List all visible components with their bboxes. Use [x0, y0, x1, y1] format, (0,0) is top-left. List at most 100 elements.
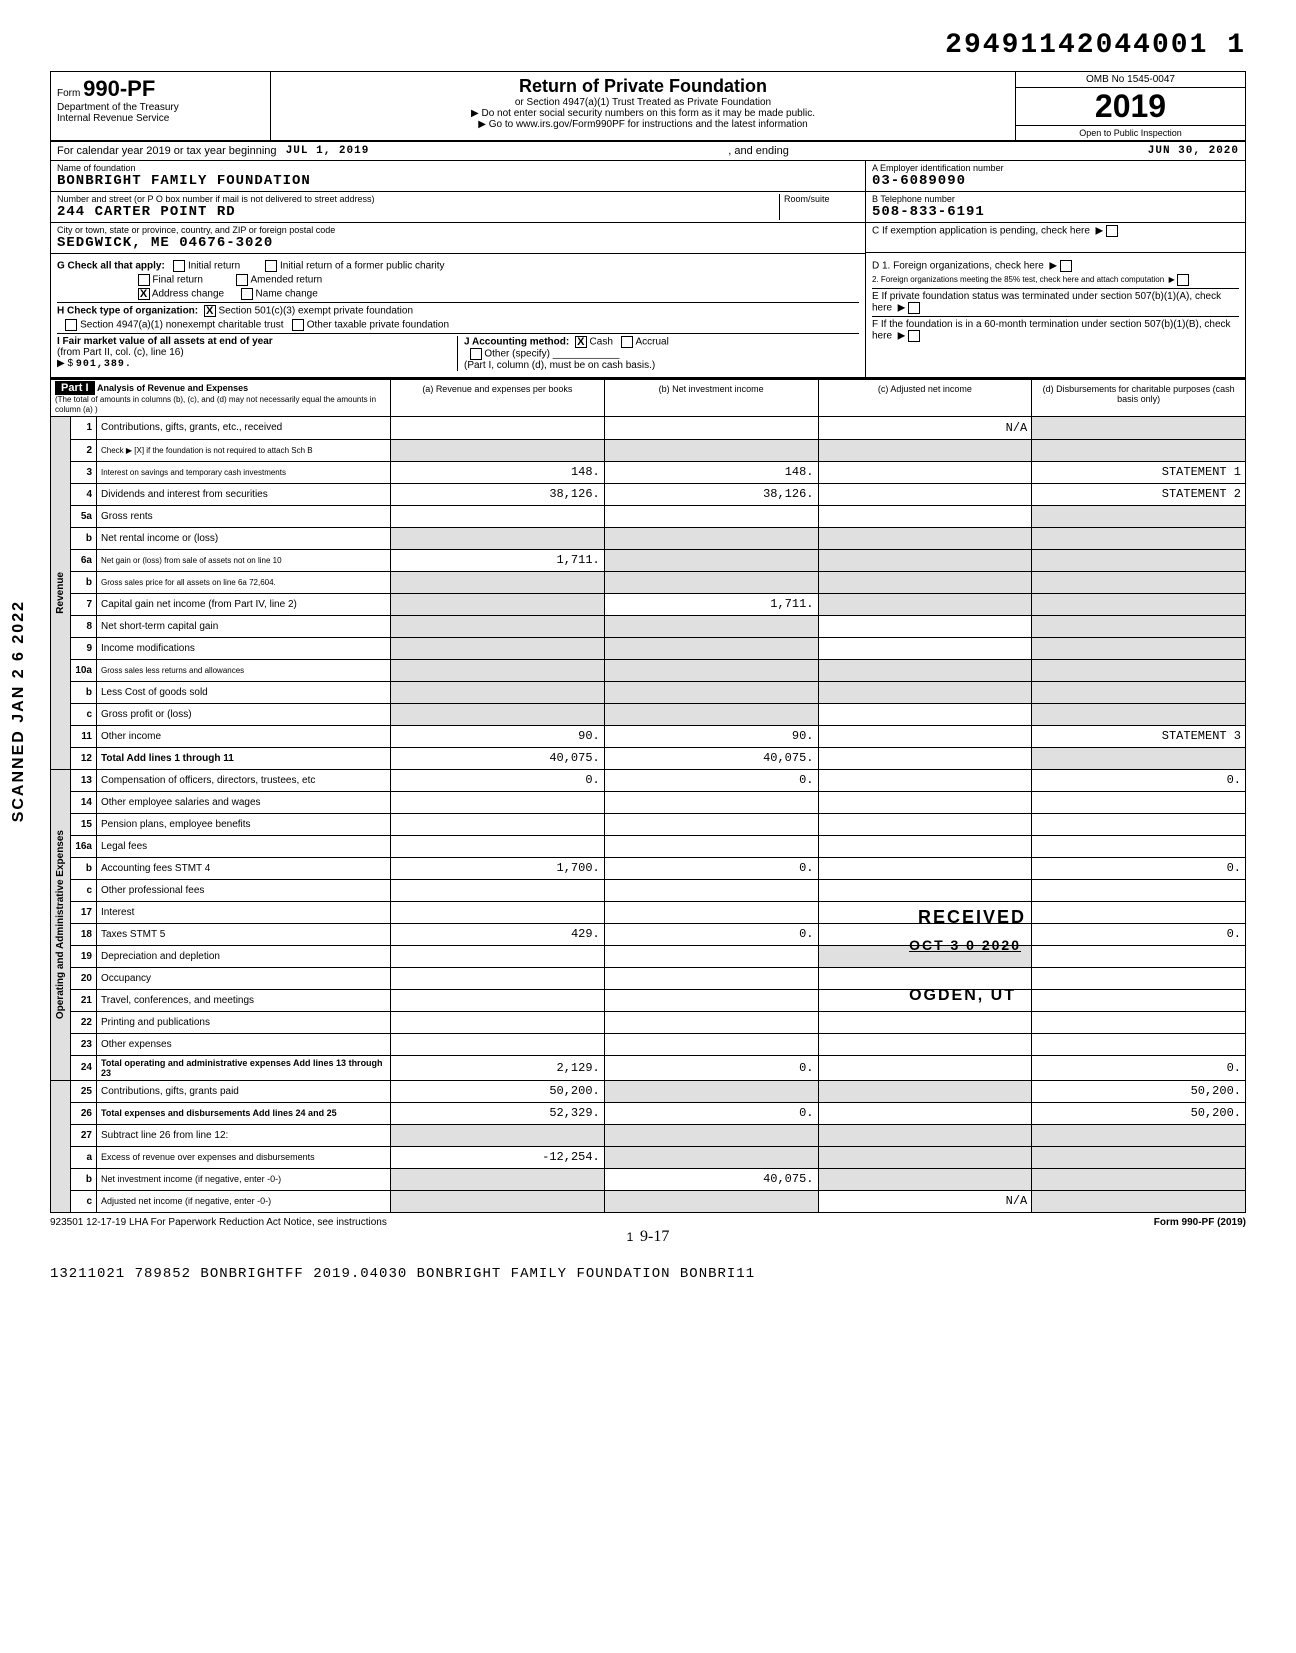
r6b-desc: Gross sales price for all assets on line…	[97, 571, 391, 593]
r11-num: 11	[71, 725, 97, 747]
r27c-desc: Adjusted net income (if negative, enter …	[97, 1190, 391, 1212]
col-c-header: (c) Adjusted net income	[819, 380, 1033, 416]
r2-num: 2	[71, 439, 97, 461]
h-opt2: Section 4947(a)(1) nonexempt charitable …	[80, 320, 283, 331]
r23-num: 23	[71, 1033, 97, 1055]
name-label: Name of foundation	[57, 163, 859, 173]
document-id-top: 29491142044001 1	[50, 30, 1246, 61]
g-initial: Initial return	[188, 261, 240, 272]
part1-title: Analysis of Revenue and Expenses	[97, 383, 248, 393]
e-checkbox[interactable]	[908, 302, 920, 314]
r27c-c: N/A	[818, 1190, 1032, 1212]
r24-num: 24	[71, 1055, 97, 1080]
r1-desc: Contributions, gifts, grants, etc., rece…	[97, 417, 391, 439]
checkboxes-section: G Check all that apply: Initial return I…	[50, 254, 1246, 378]
r15-desc: Pension plans, employee benefits	[97, 813, 391, 835]
c-label: C If exemption application is pending, c…	[872, 226, 1090, 237]
r27b-desc: Net investment income (if negative, ente…	[97, 1168, 391, 1190]
j-cash-checkbox[interactable]: X	[575, 336, 587, 348]
g-initial-checkbox[interactable]	[173, 260, 185, 272]
j-other-checkbox[interactable]	[470, 348, 482, 360]
j-accrual-checkbox[interactable]	[621, 336, 633, 348]
r24-b: 0.	[604, 1055, 818, 1080]
j-other: Other (specify)	[484, 349, 550, 360]
g-initial-former-checkbox[interactable]	[265, 260, 277, 272]
g-label: G Check all that apply:	[57, 261, 165, 272]
r27a-a: -12,254.	[391, 1146, 605, 1168]
cal-mid: , and ending	[369, 145, 1147, 157]
r24-d: 0.	[1032, 1055, 1246, 1080]
footer-doc-id: 13211021 789852 BONBRIGHTFF 2019.04030 B…	[50, 1266, 1246, 1282]
r9-desc: Income modifications	[97, 637, 391, 659]
r18-desc: Taxes STMT 5	[97, 923, 391, 945]
g-addr-change-checkbox[interactable]: X	[138, 288, 150, 300]
g-name-change-checkbox[interactable]	[241, 288, 253, 300]
e-label: E If private foundation status was termi…	[872, 291, 1221, 314]
row-27: 27Subtract line 26 from line 12:	[51, 1124, 1246, 1146]
form-title-box: Return of Private Foundation or Section …	[271, 72, 1015, 140]
part1-header: Part I Analysis of Revenue and Expenses …	[50, 378, 1246, 417]
r18-a: 429.	[391, 923, 605, 945]
h-other-checkbox[interactable]	[292, 319, 304, 331]
r21-num: 21	[71, 989, 97, 1011]
g-final-checkbox[interactable]	[138, 274, 150, 286]
footer-right: Form 990-PF (2019)	[1154, 1217, 1246, 1228]
r16a-num: 16a	[71, 835, 97, 857]
row-5b: bNet rental income or (loss)	[51, 527, 1246, 549]
r21-desc: Travel, conferences, and meetings	[97, 989, 391, 1011]
row-8: 8Net short-term capital gain	[51, 615, 1246, 637]
r12-num: 12	[71, 747, 97, 769]
r14-desc: Other employee salaries and wages	[97, 791, 391, 813]
r1-num: 1	[71, 417, 97, 439]
row-5a: 5aGross rents	[51, 505, 1246, 527]
r24-a: 2,129.	[391, 1055, 605, 1080]
row-21: 21Travel, conferences, and meetings	[51, 989, 1246, 1011]
page-number: 1	[627, 1230, 634, 1244]
form-irs: Internal Revenue Service	[57, 113, 169, 124]
r27a-num: a	[71, 1146, 97, 1168]
open-inspection: Open to Public Inspection	[1016, 125, 1245, 140]
r3-desc: Interest on savings and temporary cash i…	[97, 461, 391, 483]
exemption-pending-cell: C If exemption application is pending, c…	[866, 223, 1245, 253]
addr-label: Number and street (or P O box number if …	[57, 194, 779, 204]
r9-num: 9	[71, 637, 97, 659]
r25-desc: Contributions, gifts, grants paid	[97, 1080, 391, 1102]
c-checkbox[interactable]	[1106, 225, 1118, 237]
form-title: Return of Private Foundation	[277, 76, 1009, 97]
r17-desc: Interest	[97, 901, 391, 923]
ein-cell: A Employer identification number 03-6089…	[866, 161, 1245, 192]
r8-num: 8	[71, 615, 97, 637]
h-label: H Check type of organization:	[57, 306, 198, 317]
r13-d: 0.	[1032, 769, 1246, 791]
r27-desc: Subtract line 26 from line 12:	[97, 1124, 391, 1146]
r16b-a: 1,700.	[391, 857, 605, 879]
part1-table: Revenue 1Contributions, gifts, grants, et…	[50, 417, 1246, 1213]
r27b-num: b	[71, 1168, 97, 1190]
city-state-zip: SEDGWICK, ME 04676-3020	[57, 235, 859, 251]
f-checkbox[interactable]	[908, 330, 920, 342]
r22-desc: Printing and publications	[97, 1011, 391, 1033]
received-stamp: RECEIVED	[918, 907, 1026, 928]
h-501c3-checkbox[interactable]: X	[204, 305, 216, 317]
j-label: J Accounting method:	[464, 337, 569, 348]
row-25: 25Contributions, gifts, grants paid50,20…	[51, 1080, 1246, 1102]
h-4947-checkbox[interactable]	[65, 319, 77, 331]
r26-num: 26	[71, 1102, 97, 1124]
r16c-num: c	[71, 879, 97, 901]
form-header: Form 990-PF Department of the Treasury I…	[50, 71, 1246, 142]
form-dept: Department of the Treasury	[57, 102, 179, 113]
row-6b: bGross sales price for all assets on lin…	[51, 571, 1246, 593]
d1-checkbox[interactable]	[1060, 260, 1072, 272]
g-amended-checkbox[interactable]	[236, 274, 248, 286]
form-subtitle-1: or Section 4947(a)(1) Trust Treated as P…	[277, 97, 1009, 108]
calendar-year-row: For calendar year 2019 or tax year begin…	[50, 142, 1246, 161]
j-accrual: Accrual	[635, 337, 668, 348]
d2-checkbox[interactable]	[1177, 274, 1189, 286]
tel-cell: B Telephone number 508-833-6191	[866, 192, 1245, 223]
identity-grid: Name of foundation BONBRIGHT FAMILY FOUN…	[50, 161, 1246, 254]
row-4: 4Dividends and interest from securities3…	[51, 483, 1246, 505]
revenue-label: Revenue	[55, 572, 66, 614]
r7-num: 7	[71, 593, 97, 615]
r4-b: 38,126.	[604, 483, 818, 505]
row-11: 11Other income90.90.STATEMENT 3	[51, 725, 1246, 747]
